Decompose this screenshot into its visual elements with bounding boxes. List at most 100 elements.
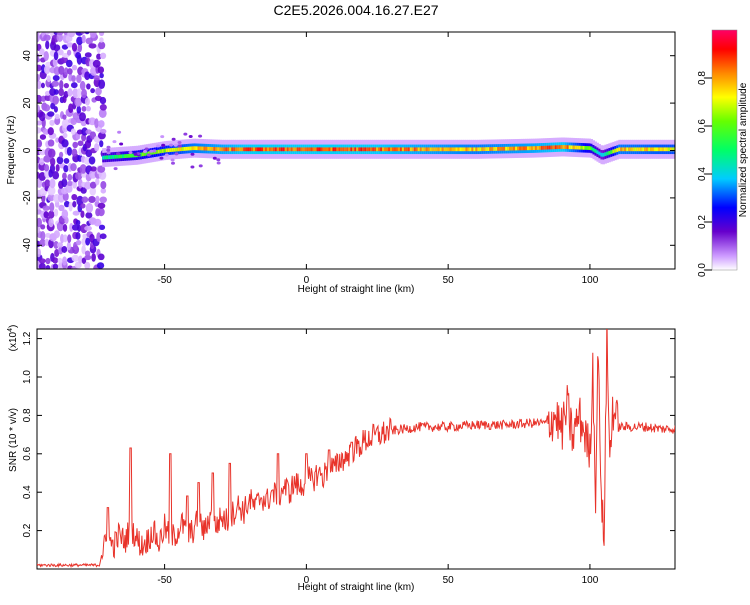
heatmap-ridge-core <box>437 147 441 152</box>
heatmap-noise-blob <box>94 118 99 129</box>
heatmap-ridge-core <box>374 147 377 152</box>
heatmap-noise-blob <box>98 224 106 231</box>
heatmap-scatter-blob <box>156 144 161 148</box>
snr-xtick-label: 100 <box>582 575 599 586</box>
heatmap-ridge-core <box>183 147 187 151</box>
heatmap-ridge-core <box>407 147 411 152</box>
heatmap-noise-blob <box>63 164 69 173</box>
heatmap-ridge-core <box>650 147 653 152</box>
heatmap-ridge-core <box>411 147 415 152</box>
heatmap-ridge-core <box>521 146 524 151</box>
heatmap-ridge-core <box>673 147 675 152</box>
heatmap-noise-blob <box>75 232 81 240</box>
heatmap-ridge-core <box>227 147 230 152</box>
spectrogram-ytick-label: 0 <box>22 147 33 153</box>
heatmap-noise-blob <box>37 120 43 126</box>
heatmap-ridge-core <box>610 150 613 154</box>
heatmap-noise-blob <box>37 73 40 82</box>
heatmap-noise-blob <box>52 257 59 264</box>
heatmap-ridge-core <box>336 147 339 152</box>
heatmap-noise-blob <box>84 250 91 257</box>
heatmap-noise-blob <box>65 59 73 68</box>
heatmap-noise-blob <box>63 90 69 99</box>
heatmap-ridge-core <box>642 147 645 152</box>
heatmap-noise-blob <box>89 170 97 179</box>
heatmap-noise-blob <box>70 128 76 135</box>
heatmap-noise-blob <box>62 172 67 180</box>
spectrogram-heatmap <box>37 32 675 269</box>
heatmap-noise-blob <box>84 181 91 190</box>
heatmap-noise-blob <box>81 34 86 44</box>
heatmap-noise-blob <box>70 163 77 172</box>
heatmap-ridge-core <box>316 147 320 152</box>
heatmap-noise-blob <box>75 240 82 246</box>
heatmap-noise-blob <box>40 231 46 241</box>
colorbar-tick-label: 0.4 <box>697 167 708 181</box>
heatmap-noise-blob <box>62 234 68 243</box>
heatmap-ridge-core <box>481 147 484 152</box>
heatmap-noise-blob <box>53 208 59 217</box>
heatmap-ridge-core <box>153 150 157 155</box>
heatmap-ridge-core <box>652 147 655 152</box>
heatmap-noise-blob <box>63 157 70 164</box>
heatmap-scatter-blob <box>112 140 117 144</box>
heatmap-noise-blob <box>88 196 96 203</box>
heatmap-ridge-core <box>229 147 232 152</box>
heatmap-ridge-core <box>429 147 433 152</box>
heatmap-scatter-blob <box>113 167 118 171</box>
heatmap-ridge-core <box>405 147 409 152</box>
heatmap-ridge-core <box>393 147 397 152</box>
spectrogram-xtick-label: -50 <box>157 275 172 286</box>
heatmap-ridge-core <box>241 147 244 152</box>
heatmap-ridge-core <box>130 153 133 158</box>
heatmap-scatter-blob <box>170 158 175 162</box>
heatmap-ridge-core <box>169 148 173 152</box>
heatmap-ridge-core <box>479 147 482 152</box>
heatmap-noise-blob <box>79 112 87 122</box>
heatmap-ridge-core <box>638 147 641 152</box>
heatmap-ridge-core <box>354 147 357 152</box>
heatmap-noise-blob <box>56 242 63 248</box>
heatmap-ridge-core <box>413 147 417 152</box>
heatmap-ridge-core <box>622 147 625 152</box>
heatmap-noise-blob <box>58 65 65 75</box>
heatmap-noise-blob <box>71 42 78 52</box>
heatmap-noise-blob <box>90 88 95 94</box>
heatmap-noise-blob <box>80 210 85 218</box>
heatmap-noise-blob <box>62 256 68 266</box>
heatmap-ridge-core <box>648 147 651 152</box>
heatmap-ridge-core <box>600 152 603 157</box>
heatmap-noise-blob <box>97 165 106 173</box>
heatmap-ridge-core <box>304 147 308 152</box>
spectrogram-ytick-label: -40 <box>22 238 33 253</box>
heatmap-ridge-core <box>239 147 242 152</box>
heatmap-noise-blob <box>55 164 60 172</box>
heatmap-ridge-core <box>475 147 478 152</box>
heatmap-noise-blob <box>46 75 51 83</box>
heatmap-ridge-core <box>197 146 200 151</box>
heatmap-ridge-core <box>425 147 429 152</box>
heatmap-ridge-core <box>473 147 476 152</box>
heatmap-noise-blob <box>37 127 42 134</box>
heatmap-noise-blob <box>66 146 73 156</box>
heatmap-ridge-core <box>612 149 615 154</box>
heatmap-noise-blob <box>47 111 55 117</box>
heatmap-scatter-blob <box>177 140 182 144</box>
heatmap-ridge-core <box>636 147 639 152</box>
heatmap-ridge-core <box>495 147 498 151</box>
heatmap-noise-blob <box>62 114 67 120</box>
heatmap-noise-blob <box>58 87 65 97</box>
heatmap-ridge-core <box>453 147 457 152</box>
snr-series-line <box>37 329 675 569</box>
heatmap-ridge-core <box>469 147 472 152</box>
heatmap-ridge-core <box>487 147 490 151</box>
heatmap-scatter-blob <box>190 165 195 169</box>
spectrogram-ytick-label: 40 <box>22 50 33 62</box>
heatmap-noise-blob <box>98 170 107 180</box>
snr-xtick-label: -50 <box>157 575 172 586</box>
heatmap-scatter-blob <box>142 150 147 154</box>
heatmap-noise-blob <box>76 36 84 46</box>
heatmap-ridge-core <box>187 146 191 151</box>
heatmap-noise-blob <box>83 156 91 165</box>
heatmap-ridge-core <box>503 146 506 151</box>
